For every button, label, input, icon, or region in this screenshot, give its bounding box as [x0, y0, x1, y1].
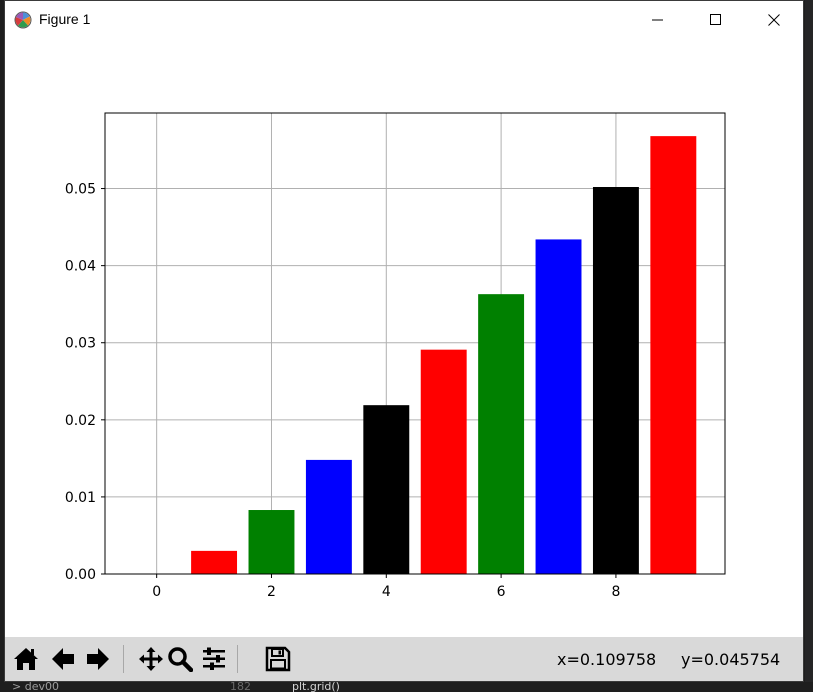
zoom-icon: [168, 647, 193, 672]
y-tick-label: 0.04: [65, 259, 96, 275]
forward-button[interactable]: [83, 643, 113, 675]
x-tick-label: 4: [382, 584, 391, 600]
minimize-button[interactable]: [635, 1, 681, 39]
back-button[interactable]: [48, 643, 78, 675]
home-icon: [14, 648, 38, 670]
toolbar-separator: [237, 645, 238, 673]
bar-chart[interactable]: 0 2 4 6 8 0.00 0.01 0.02 0.03 0.04 0.05: [5, 39, 803, 637]
line-number: 182: [230, 682, 251, 692]
minimize-icon: [652, 19, 663, 21]
zoom-button[interactable]: [165, 643, 195, 675]
configure-subplots-button[interactable]: [199, 643, 229, 675]
save-icon: [265, 646, 291, 672]
pan-icon: [139, 647, 163, 671]
bar: [248, 510, 295, 574]
bar: [305, 459, 352, 574]
bar: [650, 136, 697, 575]
matplotlib-logo-icon: [14, 11, 32, 29]
back-arrow-icon: [52, 648, 74, 670]
configure-subplots-icon: [203, 647, 225, 670]
y-tick-label: 0.05: [65, 182, 96, 198]
y-tick-label: 0.01: [65, 490, 96, 506]
save-button[interactable]: [263, 643, 293, 675]
y-tick-label: 0.02: [65, 413, 96, 429]
axes-frame: [104, 112, 726, 575]
close-button[interactable]: [751, 1, 797, 39]
maximize-icon: [710, 14, 721, 25]
x-coordinate-readout: x=0.109758: [557, 650, 657, 669]
home-button[interactable]: [11, 643, 41, 675]
x-tick-label: 8: [611, 584, 620, 600]
forward-arrow-icon: [87, 648, 109, 670]
navigation-toolbar: x=0.109758 y=0.045754: [5, 637, 803, 681]
maximize-button[interactable]: [693, 1, 739, 39]
title-bar: Figure 1: [5, 1, 803, 39]
figure-canvas[interactable]: 0 2 4 6 8 0.00 0.01 0.02 0.03 0.04 0.05: [5, 39, 803, 637]
bar: [191, 550, 238, 574]
x-tick-label: 2: [267, 584, 276, 600]
bar: [478, 294, 525, 574]
bar: [420, 349, 467, 574]
x-tick-label: 0: [152, 584, 161, 600]
close-icon: [768, 14, 780, 26]
figure-window: Figure 1 0 2 4 6 8 0.00 0.01 0.02 0.03 0.04 0.05: [4, 0, 804, 682]
y-tick-label: 0.00: [65, 567, 96, 583]
toolbar-separator: [123, 645, 124, 673]
window-title: Figure 1: [39, 11, 91, 27]
editor-backdrop-bottom: > dev00 182 plt.grid(): [0, 682, 813, 692]
explorer-item: > dev00: [12, 682, 59, 692]
bar: [592, 187, 639, 574]
pan-button[interactable]: [136, 643, 166, 675]
bar: [535, 239, 582, 574]
code-line: plt.grid(): [292, 682, 340, 692]
bar: [363, 405, 410, 574]
y-tick-label: 0.03: [65, 336, 96, 352]
editor-backdrop: [805, 0, 813, 692]
y-coordinate-readout: y=0.045754: [681, 650, 781, 669]
x-tick-label: 6: [497, 584, 506, 600]
